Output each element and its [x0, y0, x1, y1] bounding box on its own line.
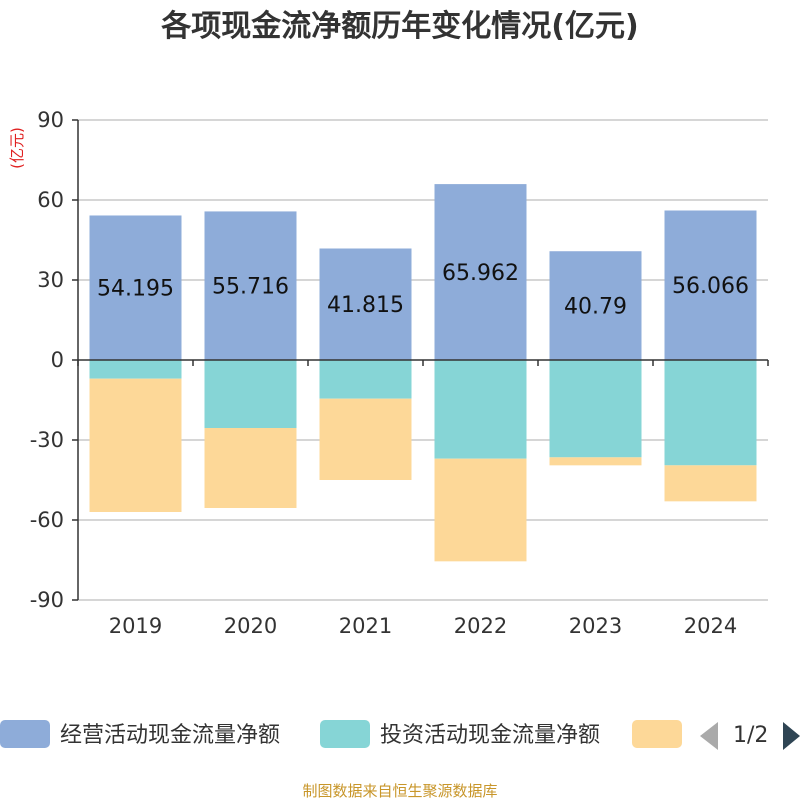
x-tick-label: 2019 [109, 614, 162, 638]
bar-2021-series-0[interactable] [319, 248, 412, 360]
legend-label-investing[interactable]: 投资活动现金流量净额 [380, 723, 600, 748]
x-tick-label: 2023 [569, 614, 622, 638]
y-tick-label: 60 [37, 188, 64, 212]
data-labels: 54.195 55.716 41.815 65.962 40.79 56.066 [97, 261, 749, 320]
x-tick-label: 2024 [684, 614, 737, 638]
axes: -90 -60 -30 0 30 60 90 2019 2020 2021 2022 2023 2024 [30, 108, 769, 638]
y-tick-label: -60 [30, 508, 64, 532]
bar-2019-series-2[interactable] [89, 378, 182, 512]
y-tick-label: -90 [30, 588, 64, 612]
bar-2021-series-2[interactable] [319, 398, 412, 480]
y-tick-label: 0 [51, 348, 64, 372]
data-label-2022: 65.962 [442, 261, 519, 286]
bar-2019-series-1[interactable] [89, 360, 182, 379]
legend-label-operating[interactable]: 经营活动现金流量净额 [60, 723, 280, 748]
x-tick-label: 2021 [339, 614, 392, 638]
bar-2023-series-1[interactable] [549, 360, 642, 458]
y-axis-unit-label: (亿元) [8, 127, 26, 169]
data-label-2023: 40.79 [564, 295, 627, 320]
data-label-2020: 55.716 [212, 275, 289, 300]
bar-2024-series-1[interactable] [664, 360, 757, 466]
bar-2020-series-2[interactable] [204, 428, 297, 508]
grid-lines [78, 119, 768, 601]
legend-next-page-icon[interactable] [783, 722, 800, 750]
legend-swatch-operating[interactable] [0, 720, 50, 748]
bar-2023-series-0[interactable] [549, 251, 642, 360]
bar-2023-series-2[interactable] [549, 457, 642, 466]
legend-page-indicator: 1/2 [733, 723, 768, 748]
data-label-2019: 54.195 [97, 277, 174, 302]
legend-prev-page-icon[interactable] [700, 722, 718, 750]
bar-2020-series-1[interactable] [204, 360, 297, 428]
x-tick-label: 2020 [224, 614, 277, 638]
legend[interactable]: 经营活动现金流量净额 投资活动现金流量净额 1/2 [0, 720, 800, 750]
y-tick-label: 90 [37, 108, 64, 132]
y-tick-label: 30 [37, 268, 64, 292]
chart-title: 各项现金流净额历年变化情况(亿元) [160, 9, 638, 44]
bar-2021-series-1[interactable] [319, 360, 412, 399]
bar-2022-series-2[interactable] [434, 458, 527, 562]
bar-2019-series-0[interactable] [89, 215, 182, 360]
bar-2020-series-0[interactable] [204, 211, 297, 360]
legend-swatch-financing[interactable] [632, 720, 682, 748]
bar-2024-series-0[interactable] [664, 210, 757, 360]
x-tick-label: 2022 [454, 614, 507, 638]
bar-2022-series-0[interactable] [434, 184, 527, 360]
data-source-note: 制图数据来自恒生聚源数据库 [302, 782, 497, 800]
bar-2022-series-1[interactable] [434, 360, 527, 459]
y-tick-label: -30 [30, 428, 64, 452]
data-label-2021: 41.815 [327, 293, 404, 318]
legend-swatch-investing[interactable] [320, 720, 370, 748]
data-label-2024: 56.066 [672, 274, 749, 299]
bars[interactable] [89, 184, 757, 562]
bar-2024-series-2[interactable] [664, 465, 757, 502]
